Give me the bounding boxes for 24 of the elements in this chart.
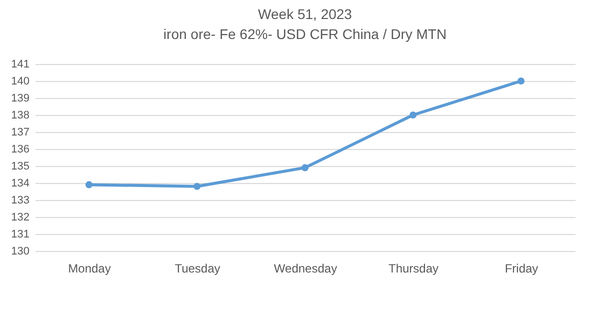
point xyxy=(409,111,417,119)
chart-title: Week 51, 2023 xyxy=(258,6,352,22)
y-tick-label: 131 xyxy=(11,228,30,240)
y-tick-label: 134 xyxy=(11,178,30,190)
y-tick-label: 132 xyxy=(11,212,30,224)
x-tick-label: Friday xyxy=(504,262,538,276)
y-tick-label: 130 xyxy=(11,246,30,258)
y-tick-label: 138 xyxy=(11,110,30,122)
y-tick-label: 135 xyxy=(11,160,30,172)
y-tick-label: 139 xyxy=(11,92,30,104)
x-tick-label: Tuesday xyxy=(174,262,220,276)
y-tick-label: 140 xyxy=(11,76,30,88)
x-tick-label: Wednesday xyxy=(274,262,338,276)
point xyxy=(301,164,309,172)
y-tick-label: 136 xyxy=(11,144,30,156)
y-tick-label: 133 xyxy=(11,194,30,206)
point xyxy=(85,181,93,188)
x-tick-label: Thursday xyxy=(388,262,439,276)
x-tick-label: Monday xyxy=(68,262,111,276)
chart-subtitle: iron ore- Fe 62%- USD CFR China / Dry MTN xyxy=(163,26,447,42)
point xyxy=(193,182,201,190)
point xyxy=(517,77,525,85)
y-tick-label: 141 xyxy=(11,58,30,70)
y-tick-label: 137 xyxy=(11,126,30,138)
